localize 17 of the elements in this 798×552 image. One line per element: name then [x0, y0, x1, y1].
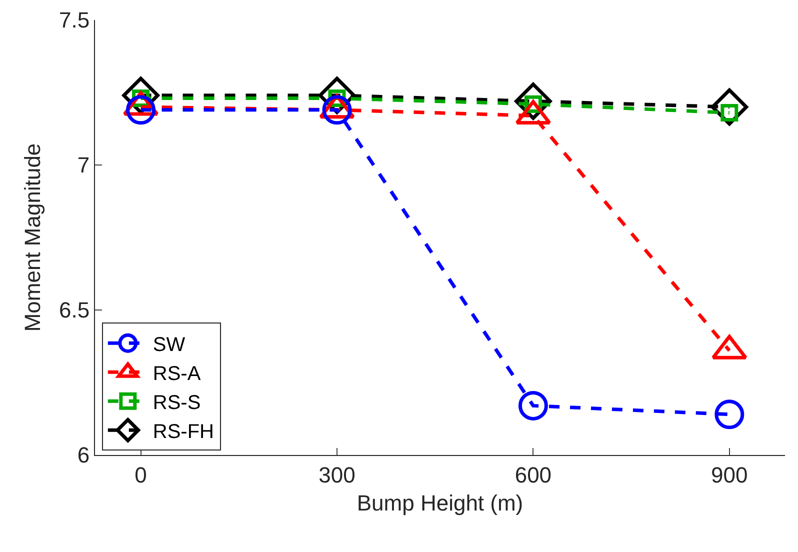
y-tick-label: 7	[77, 152, 90, 178]
point	[126, 95, 156, 125]
point	[518, 390, 548, 420]
y-axis-title: Moment Magnitude	[20, 143, 45, 332]
legend-label: SW	[152, 334, 186, 356]
x-tick-label: 0	[134, 462, 147, 488]
x-tick-label: 900	[711, 462, 748, 488]
legend-label: RS-FH	[152, 420, 214, 443]
y-tick-label: 7.5	[59, 8, 90, 33]
legend-label: RS-S	[152, 392, 201, 414]
y-tick-label: 6	[77, 442, 90, 468]
point	[714, 400, 744, 430]
legend-label: RS-A	[152, 362, 202, 385]
x-tick-label: 300	[318, 462, 356, 488]
x-axis-title: Bump Height (m)	[356, 490, 524, 516]
x-tick-label: 600	[514, 462, 552, 488]
y-tick-label: 6.5	[59, 298, 90, 323]
